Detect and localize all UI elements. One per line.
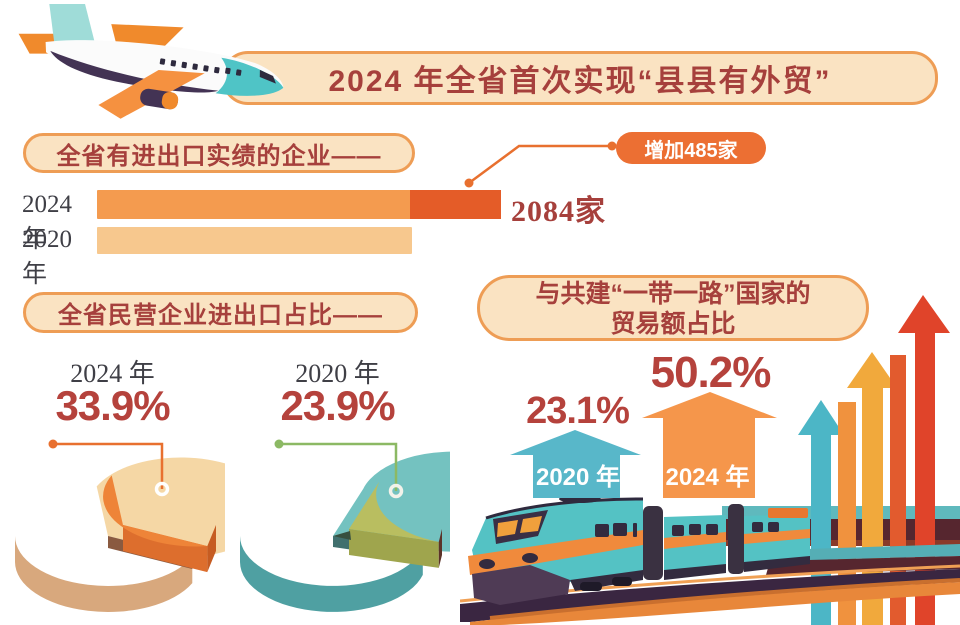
- bar-2020: [97, 227, 412, 254]
- bri-label-line2: 贸易额占比: [610, 310, 736, 338]
- bri-arrows-icon: [510, 392, 777, 498]
- pie-chart-2024: [15, 457, 225, 612]
- pie-2020-year: 2020 年: [295, 359, 380, 388]
- train-growth-scene: [460, 295, 960, 625]
- bri-year-2020: 2020 年: [535, 464, 621, 491]
- section-label-private: 全省民营企业进出口占比——: [23, 292, 418, 333]
- badge-connector-line: [464, 141, 617, 188]
- bar-2024-added-segment: [410, 190, 501, 219]
- bar-year-2020: 2020 年: [22, 226, 72, 288]
- bri-percent-2020: 23.1%: [526, 390, 630, 432]
- pie-2024-percent: 33.9%: [55, 382, 170, 429]
- pie-2020-percent: 23.9%: [280, 382, 395, 429]
- pie-2024-connector-line: [48, 439, 170, 497]
- pie-2024-year: 2024 年: [70, 359, 155, 388]
- bar-2024-value: 2084家: [511, 195, 606, 228]
- section-label-enterprises: 全省有进出口实绩的企业——: [23, 133, 415, 173]
- pie-2020-connector-line: [274, 439, 404, 499]
- bar-year-2024: 2024 年: [22, 191, 72, 253]
- bri-year-2024: 2024 年: [665, 464, 750, 491]
- airplane-icon: [18, 4, 284, 119]
- section-label-bri: 与共建“一带一路”国家的 贸易额占比: [477, 275, 869, 341]
- bar-2024: [97, 190, 501, 219]
- pie-chart-2020: [240, 451, 450, 612]
- bri-percent-2024: 50.2%: [650, 348, 772, 397]
- train-icon: [468, 495, 810, 605]
- page-title: 2024 年全省首次实现“县县有外贸”: [222, 51, 938, 105]
- bri-label-line1: 与共建“一带一路”国家的: [535, 280, 811, 308]
- increase-badge: 增加485家: [616, 132, 766, 164]
